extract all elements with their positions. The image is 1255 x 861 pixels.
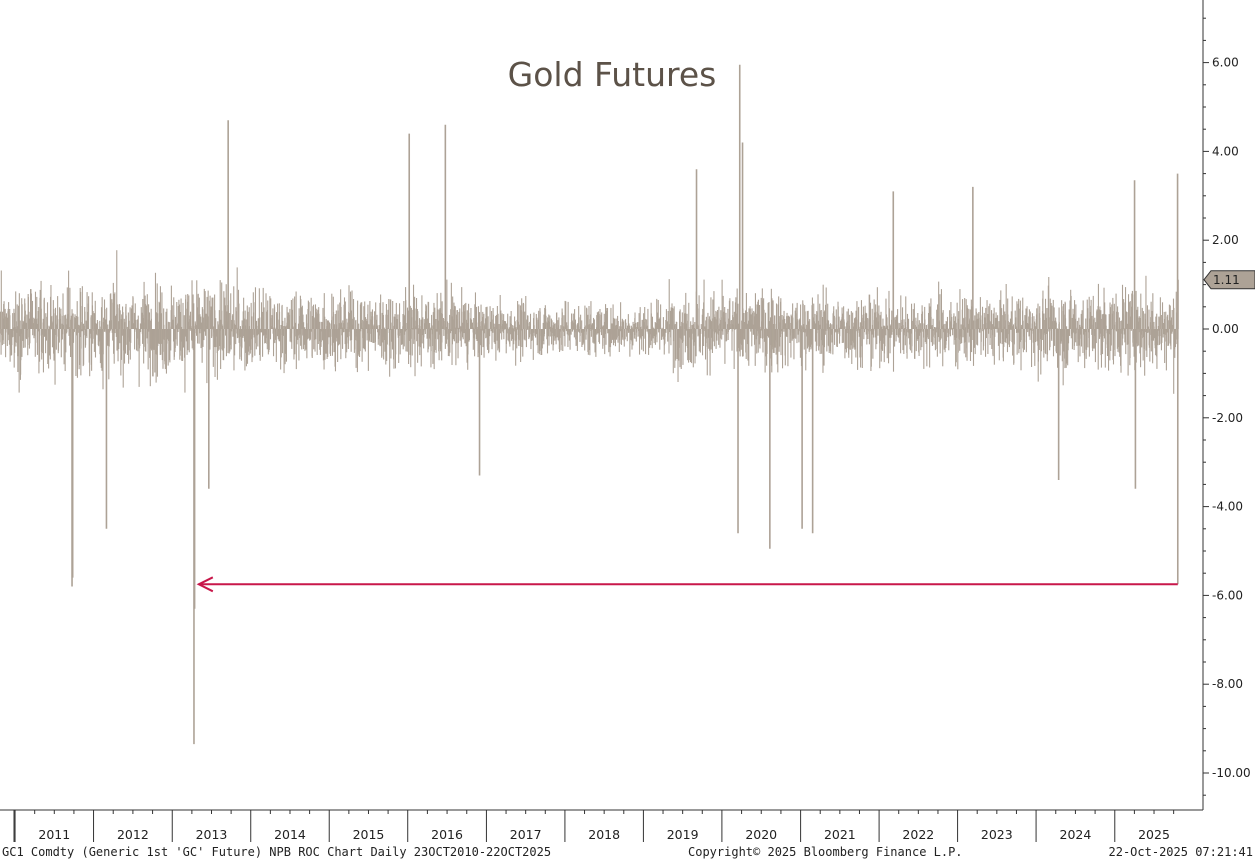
x-tick-label: 2022 (902, 827, 934, 842)
x-axis: 2011 2012 2013 2014 2015 2016 2017 2018 2019 2020… (0, 809, 1203, 842)
x-tick-label: 2023 (981, 827, 1013, 842)
x-tick-label: 2014 (274, 827, 306, 842)
last-value-label: 1.11 (1213, 273, 1240, 287)
footer-timestamp: 22-Oct-2025 07:21:41 (1108, 845, 1254, 859)
y-tick-label: 6.00 (1212, 56, 1239, 70)
x-tick-label: 2011 (38, 827, 70, 842)
footer-security-description: GC1 Comdty (Generic 1st 'GC' Future) NPB… (2, 845, 552, 859)
x-tick-label: 2025 (1138, 827, 1170, 842)
return-bars (0, 64, 1179, 745)
y-tick-label: -4.00 (1212, 500, 1243, 514)
x-tick-label: 2012 (117, 827, 149, 842)
y-axis: 6.00 4.00 2.00 0.00 -2.00 -4.00 -6.00 -8.00 -10.… (1202, 0, 1251, 810)
chart-title: Gold Futures (508, 55, 717, 94)
y-tick-label: -8.00 (1212, 677, 1243, 691)
y-tick-label: -6.00 (1212, 588, 1243, 602)
y-tick-label: -10.00 (1212, 766, 1251, 780)
x-tick-label: 2019 (667, 827, 699, 842)
x-tick-label: 2024 (1060, 827, 1092, 842)
x-tick-label: 2018 (588, 827, 620, 842)
y-tick-label: 4.00 (1212, 144, 1239, 158)
x-tick-label: 2013 (196, 827, 228, 842)
x-tick-label: 2021 (824, 827, 856, 842)
drop-comparison-arrow (196, 576, 1178, 593)
last-value-badge (1203, 270, 1255, 290)
y-tick-label: 2.00 (1212, 233, 1239, 247)
x-tick-label: 2015 (353, 827, 385, 842)
x-tick-label: 2020 (745, 827, 777, 842)
arrow-head (196, 576, 214, 593)
y-tick-label: -2.00 (1212, 411, 1243, 425)
last-value-marker: 1.11 (1203, 270, 1255, 290)
footer-copyright: Copyright© 2025 Bloomberg Finance L.P. (688, 845, 963, 859)
x-tick-label: 2017 (510, 827, 542, 842)
y-tick-label: 0.00 (1212, 322, 1239, 336)
x-tick-label: 2016 (431, 827, 463, 842)
